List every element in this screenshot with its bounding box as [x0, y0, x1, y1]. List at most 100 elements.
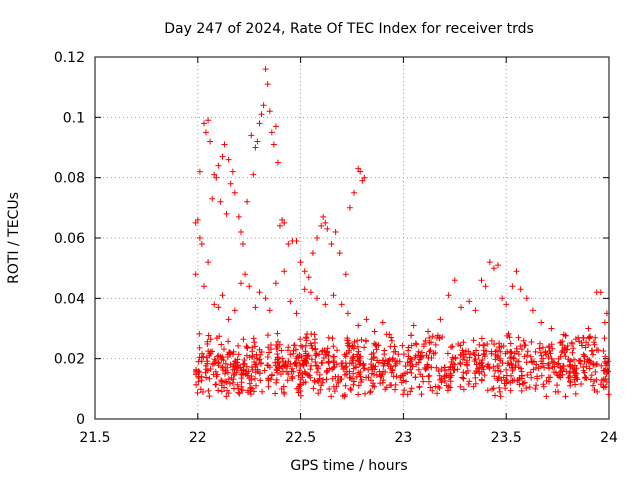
data-point [439, 334, 446, 340]
data-point [464, 367, 471, 374]
data-point [319, 347, 326, 354]
data-point [239, 371, 245, 378]
data-point [478, 277, 485, 284]
data-point [425, 373, 432, 380]
data-point [371, 328, 378, 335]
data-point [304, 331, 311, 337]
data-point [591, 387, 598, 393]
data-point [524, 372, 531, 378]
data-point [438, 375, 445, 382]
data-point [497, 388, 503, 395]
data-point [478, 335, 485, 342]
data-point [403, 378, 409, 385]
data-point [605, 368, 612, 375]
data-point [319, 348, 325, 355]
data-point [205, 348, 212, 355]
y-tick-label: 0.02 [54, 352, 85, 368]
data-point [540, 383, 547, 390]
data-point [272, 359, 279, 366]
data-point [490, 265, 497, 272]
data-point [539, 344, 546, 351]
data-point [590, 382, 596, 389]
data-point [602, 353, 609, 360]
data-point [213, 381, 220, 388]
data-point [328, 241, 335, 247]
data-point [325, 334, 332, 341]
y-tick-label: 0 [76, 412, 85, 428]
data-point [274, 330, 281, 337]
data-point [393, 360, 400, 367]
data-point [315, 390, 322, 397]
data-point [492, 352, 499, 358]
data-point [485, 361, 492, 368]
data-point [302, 358, 309, 365]
data-point [257, 377, 264, 384]
x-tick-label: 23.5 [491, 430, 522, 446]
data-point [325, 352, 332, 359]
data-point [238, 229, 244, 235]
data-point [252, 375, 258, 382]
data-point [250, 171, 257, 178]
data-point [393, 373, 400, 380]
data-point [329, 375, 336, 382]
data-point [256, 289, 263, 296]
data-point [249, 344, 256, 351]
data-point [425, 354, 432, 361]
data-point [314, 235, 320, 241]
data-point [479, 357, 486, 363]
data-point [557, 364, 564, 371]
data-point [559, 347, 566, 354]
data-point [201, 120, 207, 127]
data-point [284, 363, 291, 370]
data-point [296, 383, 303, 390]
data-point [199, 350, 206, 357]
data-point [338, 376, 345, 382]
data-point [418, 353, 425, 360]
data-point [429, 387, 436, 394]
data-point [332, 229, 339, 235]
data-point [495, 262, 501, 269]
data-point [494, 347, 500, 354]
data-point [262, 66, 269, 73]
data-point [372, 342, 379, 349]
data-point [324, 225, 331, 232]
data-point [528, 339, 535, 345]
data-point [512, 362, 519, 369]
data-point [245, 368, 252, 375]
data-point [429, 333, 436, 340]
data-point [205, 387, 212, 394]
data-point [215, 387, 222, 394]
data-point [301, 286, 308, 293]
x-axis-ticks: 21.5 22 22.5 23 23.5 24 [79, 57, 618, 446]
data-point [309, 250, 316, 257]
data-point [443, 372, 450, 379]
data-point [349, 344, 356, 350]
data-point [537, 349, 544, 356]
data-point [354, 351, 361, 358]
data-point [215, 360, 222, 367]
data-point [240, 241, 246, 247]
data-point [384, 357, 391, 364]
data-point [307, 366, 314, 373]
data-point [194, 216, 201, 223]
data-point [344, 310, 351, 317]
data-point [542, 348, 549, 355]
data-point [324, 367, 331, 374]
data-point [362, 338, 369, 345]
data-point [528, 374, 535, 381]
data-point [219, 153, 226, 160]
data-point [503, 366, 510, 373]
data-point [379, 357, 386, 364]
data-point [489, 386, 496, 393]
data-point [200, 389, 206, 395]
data-point [480, 342, 487, 349]
data-point [273, 345, 280, 352]
data-point [350, 370, 357, 377]
data-point [266, 349, 273, 356]
data-point [582, 374, 589, 381]
data-point [533, 382, 540, 389]
data-point [258, 111, 265, 118]
data-point [476, 368, 483, 375]
data-point [381, 360, 388, 367]
data-point [452, 355, 459, 362]
